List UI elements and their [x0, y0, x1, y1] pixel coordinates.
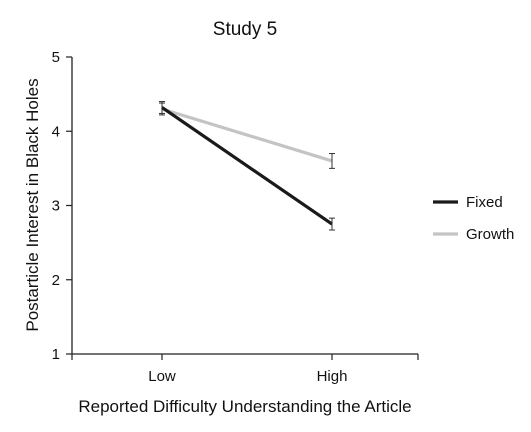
x-axis-label: Reported Difficulty Understanding the Ar…	[78, 397, 411, 416]
y-tick-label: 2	[52, 272, 60, 289]
error-bar-fixed	[329, 217, 335, 231]
legend-label-growth: Growth	[466, 226, 514, 243]
x-tick-label: Low	[148, 368, 176, 385]
error-bar-growth	[329, 153, 335, 169]
y-axis-label: Postarticle Interest in Black Holes	[23, 78, 42, 331]
series-layer	[159, 101, 335, 231]
x-tick-label: High	[317, 368, 348, 385]
x-ticks: Low High	[71, 354, 419, 385]
error-bar-growth	[159, 102, 165, 116]
y-ticks: 1 2 3 4 5	[52, 49, 72, 363]
series-line-growth	[161, 107, 333, 163]
chart-title: Study 5	[213, 19, 277, 40]
legend: Fixed Growth	[433, 194, 514, 243]
y-tick-label: 3	[52, 198, 60, 215]
legend-label-fixed: Fixed	[466, 194, 503, 211]
y-tick-label: 4	[52, 123, 60, 140]
y-tick-label: 5	[52, 49, 60, 66]
series-line-fixed	[161, 106, 333, 226]
y-tick-label: 1	[52, 346, 60, 363]
